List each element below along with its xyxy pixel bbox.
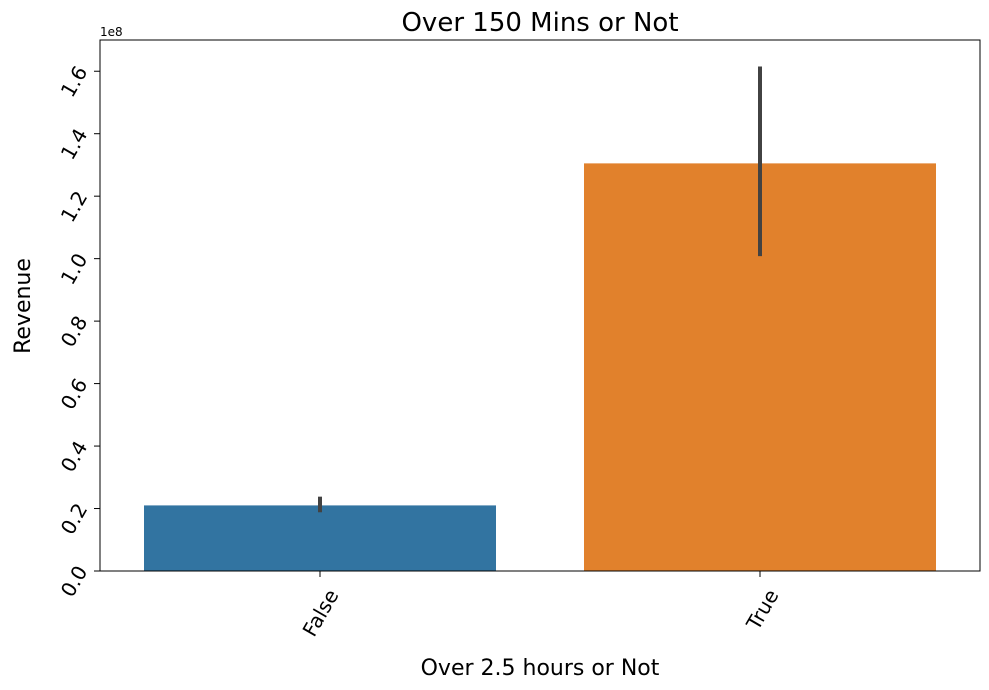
plot-frame bbox=[99, 39, 981, 572]
y-tick-label: 0.0 bbox=[56, 562, 93, 602]
y-axis-offset-label: 1e8 bbox=[100, 25, 123, 39]
chart-title: Over 150 Mins or Not bbox=[401, 8, 678, 38]
y-tick-label: 1.6 bbox=[56, 62, 93, 102]
bar-false bbox=[144, 505, 496, 571]
x-tick-label: True bbox=[741, 585, 784, 635]
x-axis-label: Over 2.5 hours or Not bbox=[421, 656, 660, 681]
y-tick-label: 1.4 bbox=[56, 124, 93, 164]
y-tick-label: 1.0 bbox=[56, 249, 93, 289]
plot-area: 0.0 0.2 0.4 0.6 0.8 1.0 1.2 1.4 1.6 False True bbox=[56, 39, 981, 641]
y-tick-label: 1.2 bbox=[56, 187, 93, 227]
y-tick-label: 0.2 bbox=[56, 499, 93, 539]
y-axis-label: Revenue bbox=[11, 258, 36, 354]
x-tick-label: False bbox=[298, 585, 344, 640]
y-tick-label: 0.6 bbox=[56, 374, 93, 414]
y-tick-label: 0.8 bbox=[56, 312, 93, 352]
y-tick-label: 0.4 bbox=[56, 437, 93, 477]
